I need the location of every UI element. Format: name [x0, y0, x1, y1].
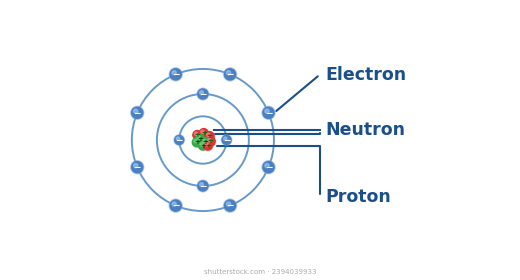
Text: −: −: [226, 70, 234, 79]
Circle shape: [263, 162, 274, 173]
Text: shutterstock.com · 2394039933: shutterstock.com · 2394039933: [204, 269, 316, 275]
Circle shape: [172, 202, 176, 206]
Circle shape: [262, 161, 275, 174]
Circle shape: [199, 141, 207, 150]
Circle shape: [197, 88, 209, 100]
Text: +: +: [200, 143, 206, 149]
Circle shape: [194, 139, 197, 143]
Text: Proton: Proton: [326, 188, 391, 206]
Circle shape: [206, 133, 210, 137]
Circle shape: [170, 200, 181, 211]
Text: −: −: [199, 90, 206, 99]
Circle shape: [225, 69, 236, 80]
Circle shape: [203, 141, 212, 150]
Text: −: −: [172, 70, 179, 79]
Text: −: −: [134, 163, 141, 172]
Circle shape: [222, 136, 231, 144]
Circle shape: [202, 138, 211, 148]
Text: +: +: [197, 136, 203, 142]
Circle shape: [205, 132, 214, 141]
Circle shape: [224, 137, 227, 141]
Circle shape: [262, 106, 275, 119]
Circle shape: [226, 71, 231, 75]
Circle shape: [132, 162, 143, 173]
Circle shape: [204, 141, 213, 151]
Circle shape: [196, 135, 205, 144]
Text: +: +: [205, 143, 211, 149]
Circle shape: [200, 129, 209, 138]
Text: Electron: Electron: [326, 66, 407, 83]
Circle shape: [224, 68, 237, 81]
Circle shape: [192, 138, 201, 147]
Circle shape: [203, 139, 206, 143]
Circle shape: [224, 199, 237, 212]
Text: −: −: [134, 109, 141, 118]
Circle shape: [205, 132, 215, 141]
Circle shape: [198, 89, 208, 99]
Circle shape: [197, 180, 209, 192]
Circle shape: [201, 130, 204, 134]
Circle shape: [175, 136, 184, 144]
Circle shape: [134, 109, 138, 113]
Text: −: −: [265, 163, 272, 172]
Circle shape: [263, 107, 274, 118]
Text: −: −: [172, 201, 179, 210]
Text: +: +: [201, 130, 206, 136]
Circle shape: [265, 109, 269, 113]
Text: −: −: [199, 182, 206, 191]
Text: −: −: [223, 136, 230, 145]
Circle shape: [198, 181, 208, 191]
Circle shape: [199, 141, 208, 151]
Circle shape: [193, 131, 203, 140]
Circle shape: [208, 138, 211, 142]
Circle shape: [197, 136, 201, 139]
Text: Neutron: Neutron: [326, 121, 406, 139]
Text: +: +: [206, 133, 213, 139]
Circle shape: [205, 143, 209, 146]
Circle shape: [169, 199, 183, 212]
Circle shape: [169, 68, 183, 81]
Text: +: +: [194, 139, 200, 145]
Circle shape: [134, 164, 138, 168]
Circle shape: [131, 106, 144, 119]
Circle shape: [200, 183, 203, 186]
Text: +: +: [194, 132, 200, 138]
Circle shape: [222, 135, 232, 145]
Circle shape: [170, 69, 181, 80]
Text: −: −: [265, 109, 272, 118]
Text: +: +: [208, 138, 214, 144]
Circle shape: [131, 161, 144, 174]
Text: −: −: [175, 136, 183, 145]
Circle shape: [265, 164, 269, 168]
Circle shape: [132, 107, 143, 118]
Circle shape: [174, 135, 185, 145]
Circle shape: [194, 132, 198, 136]
Circle shape: [193, 130, 202, 139]
Text: +: +: [203, 139, 209, 145]
Circle shape: [225, 200, 236, 211]
Circle shape: [201, 138, 210, 147]
Circle shape: [200, 91, 203, 95]
Circle shape: [172, 71, 176, 75]
Text: −: −: [226, 201, 234, 210]
Circle shape: [206, 137, 216, 147]
Circle shape: [196, 134, 204, 143]
Circle shape: [176, 137, 179, 141]
Circle shape: [192, 138, 202, 148]
Circle shape: [199, 129, 208, 137]
Circle shape: [226, 202, 231, 206]
Circle shape: [200, 143, 203, 146]
Circle shape: [206, 137, 215, 146]
